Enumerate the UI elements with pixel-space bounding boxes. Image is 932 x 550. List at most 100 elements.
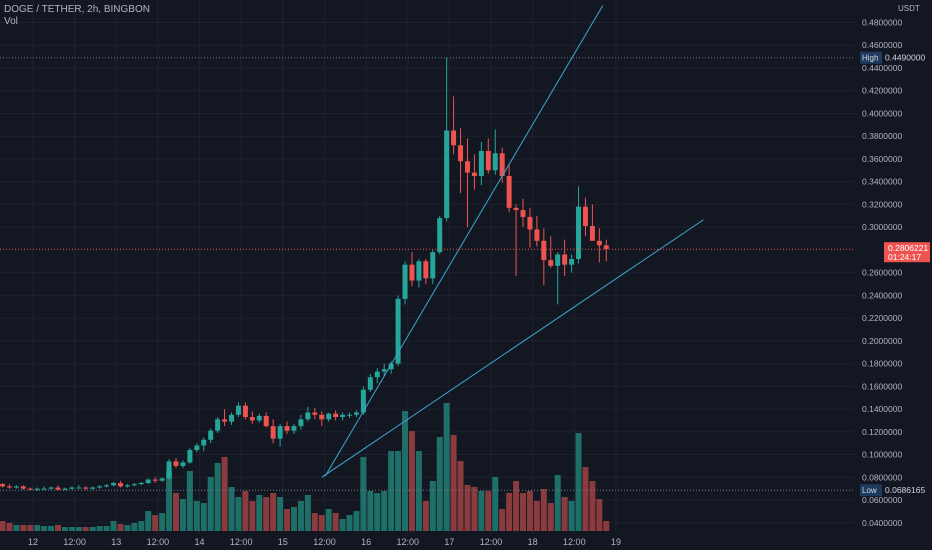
candle-body[interactable] (360, 389, 366, 413)
candle-body[interactable] (284, 426, 290, 431)
candle-body[interactable] (582, 206, 588, 227)
candle-body[interactable] (340, 414, 346, 418)
volume-bar (55, 525, 62, 531)
candle-body[interactable] (444, 130, 450, 219)
price-tick-label: 0.1800000 (862, 359, 902, 369)
candle-body[interactable] (603, 245, 609, 250)
candle-body[interactable] (381, 369, 387, 372)
candle-body[interactable] (430, 252, 436, 279)
volume-bar (492, 477, 499, 531)
candle-body[interactable] (312, 412, 318, 415)
candle-body[interactable] (138, 482, 144, 485)
candle-body[interactable] (97, 486, 103, 488)
candle-body[interactable] (166, 461, 172, 479)
candle-body[interactable] (534, 229, 540, 241)
candle-body[interactable] (576, 206, 582, 259)
candle-body[interactable] (111, 482, 117, 486)
candle-body[interactable] (374, 371, 380, 378)
candle-body[interactable] (492, 153, 498, 171)
candle-body[interactable] (263, 415, 269, 427)
candle-body[interactable] (41, 488, 47, 490)
candle-body[interactable] (270, 426, 276, 439)
candle-body[interactable] (34, 488, 40, 490)
candle-body[interactable] (222, 419, 228, 422)
candle-body[interactable] (173, 461, 179, 466)
candle-body[interactable] (187, 450, 193, 463)
candle-body[interactable] (451, 130, 457, 146)
candle-body[interactable] (249, 417, 255, 421)
candle-body[interactable] (541, 240, 547, 261)
candle-body[interactable] (20, 486, 26, 489)
volume-bar (374, 493, 381, 531)
candle-body[interactable] (229, 414, 235, 422)
candle-body[interactable] (298, 419, 304, 427)
candle-body[interactable] (55, 487, 61, 490)
candle-body[interactable] (589, 226, 595, 241)
candle-body[interactable] (131, 484, 137, 486)
candle-body[interactable] (152, 479, 158, 481)
candle-body[interactable] (62, 488, 68, 490)
candle-body[interactable] (319, 414, 325, 420)
candle-body[interactable] (104, 485, 110, 487)
candle-body[interactable] (194, 445, 200, 451)
candle-body[interactable] (277, 426, 283, 439)
candle-body[interactable] (388, 363, 394, 370)
candle-body[interactable] (117, 482, 123, 487)
volume-bar (214, 463, 221, 531)
candle-body[interactable] (520, 210, 526, 217)
candle-body[interactable] (6, 486, 12, 488)
candle-body[interactable] (326, 413, 332, 420)
candle-body[interactable] (596, 240, 602, 246)
candle-body[interactable] (0, 484, 5, 487)
candle-body[interactable] (180, 462, 186, 466)
candle-body[interactable] (478, 150, 484, 176)
candle-body[interactable] (506, 175, 512, 208)
candle-body[interactable] (48, 487, 54, 489)
candle-body[interactable] (395, 298, 401, 364)
candle-body[interactable] (13, 486, 19, 488)
candle-body[interactable] (333, 413, 339, 418)
candle-body[interactable] (471, 172, 477, 176)
trendline[interactable] (321, 219, 704, 478)
trendline[interactable] (324, 5, 604, 477)
candle-body[interactable] (159, 478, 165, 481)
candle-body[interactable] (215, 419, 221, 431)
candle-body[interactable] (499, 153, 505, 176)
candle-body[interactable] (69, 487, 75, 489)
candle-body[interactable] (235, 405, 241, 415)
candle-body[interactable] (513, 207, 519, 211)
candle-body[interactable] (90, 487, 96, 489)
candle-body[interactable] (367, 377, 373, 390)
candle-body[interactable] (527, 216, 533, 230)
candle-body[interactable] (458, 145, 464, 162)
candle-body[interactable] (347, 414, 352, 416)
candle-body[interactable] (291, 426, 297, 431)
candle-body[interactable] (409, 264, 415, 281)
candle-body[interactable] (464, 161, 470, 173)
candle-body[interactable] (416, 261, 422, 281)
candle-body[interactable] (76, 487, 82, 489)
candle-body[interactable] (423, 261, 429, 279)
candle-body[interactable] (562, 254, 568, 265)
candle-body[interactable] (437, 218, 443, 253)
candle-body[interactable] (124, 485, 130, 487)
candle-body[interactable] (145, 479, 151, 483)
candle-body[interactable] (402, 264, 408, 299)
price-tick-label: 0.4800000 (862, 18, 902, 28)
candle-body[interactable] (569, 258, 575, 265)
candle-body[interactable] (208, 430, 214, 440)
candle-body[interactable] (201, 439, 207, 446)
candle-body[interactable] (83, 487, 89, 489)
candle-body[interactable] (256, 415, 262, 421)
candle-body[interactable] (27, 488, 33, 490)
candle-body[interactable] (485, 150, 491, 171)
candle-body[interactable] (242, 405, 248, 418)
price-tick-label: 0.1000000 (862, 450, 902, 460)
candle-body[interactable] (353, 412, 359, 415)
candle-body[interactable] (548, 260, 554, 266)
candle-body[interactable] (305, 412, 311, 420)
candle-body[interactable] (555, 254, 561, 266)
